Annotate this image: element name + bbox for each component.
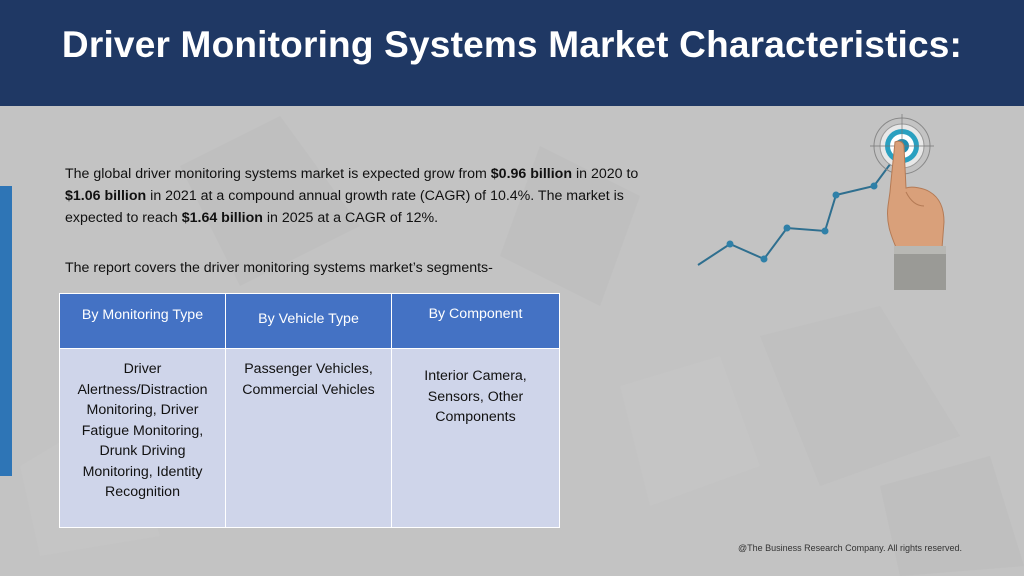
table-header-row: By Monitoring Type By Vehicle Type By Co…	[59, 293, 560, 349]
title-banner: Driver Monitoring Systems Market Charact…	[0, 0, 1024, 106]
cell-text: Passenger Vehicles, Commercial Vehicles	[242, 361, 375, 398]
summary-text-4: in 2025 at a CAGR of 12%.	[262, 210, 439, 226]
segments-table: By Monitoring Type By Vehicle Type By Co…	[59, 293, 560, 528]
table-row: Driver Alertness/Distraction Monitoring,…	[59, 348, 560, 528]
growth-line-chart-icon	[697, 147, 903, 266]
header-vehicle-type: By Vehicle Type	[225, 293, 392, 349]
value-2021: $1.06 billion	[65, 188, 147, 204]
summary-text-1: The global driver monitoring systems mar…	[65, 166, 491, 182]
summary-text-3: in 2021 at a compound annual growth rate…	[65, 188, 624, 226]
cell-text: Interior Camera, Sensors, Other Componen…	[424, 368, 527, 425]
page-title: Driver Monitoring Systems Market Charact…	[61, 24, 963, 65]
summary-text-2: in 2020 to	[572, 166, 639, 182]
header-label: By Vehicle Type	[258, 311, 359, 327]
value-2020: $0.96 billion	[490, 166, 573, 182]
accent-bar	[0, 186, 12, 476]
background-texture	[20, 116, 1024, 576]
market-summary-paragraph: The global driver monitoring systems mar…	[65, 163, 665, 229]
header-label: By Component	[428, 306, 523, 322]
segments-intro: The report covers the driver monitoring …	[65, 260, 493, 276]
value-2025: $1.64 billion	[181, 210, 263, 226]
header-monitoring-type: By Monitoring Type	[59, 293, 226, 349]
header-label: By Monitoring Type	[81, 307, 204, 323]
growth-illustration	[697, 114, 946, 290]
cell-text: Driver Alertness/Distraction Monitoring,…	[77, 361, 208, 500]
pointing-hand-icon	[887, 140, 946, 290]
cell-monitoring-type: Driver Alertness/Distraction Monitoring,…	[59, 348, 226, 528]
copyright-footer: @The Business Research Company. All righ…	[737, 543, 963, 553]
cell-vehicle-type: Passenger Vehicles, Commercial Vehicles	[225, 348, 392, 528]
header-component: By Component	[391, 293, 560, 349]
cell-component: Interior Camera, Sensors, Other Componen…	[391, 348, 560, 528]
